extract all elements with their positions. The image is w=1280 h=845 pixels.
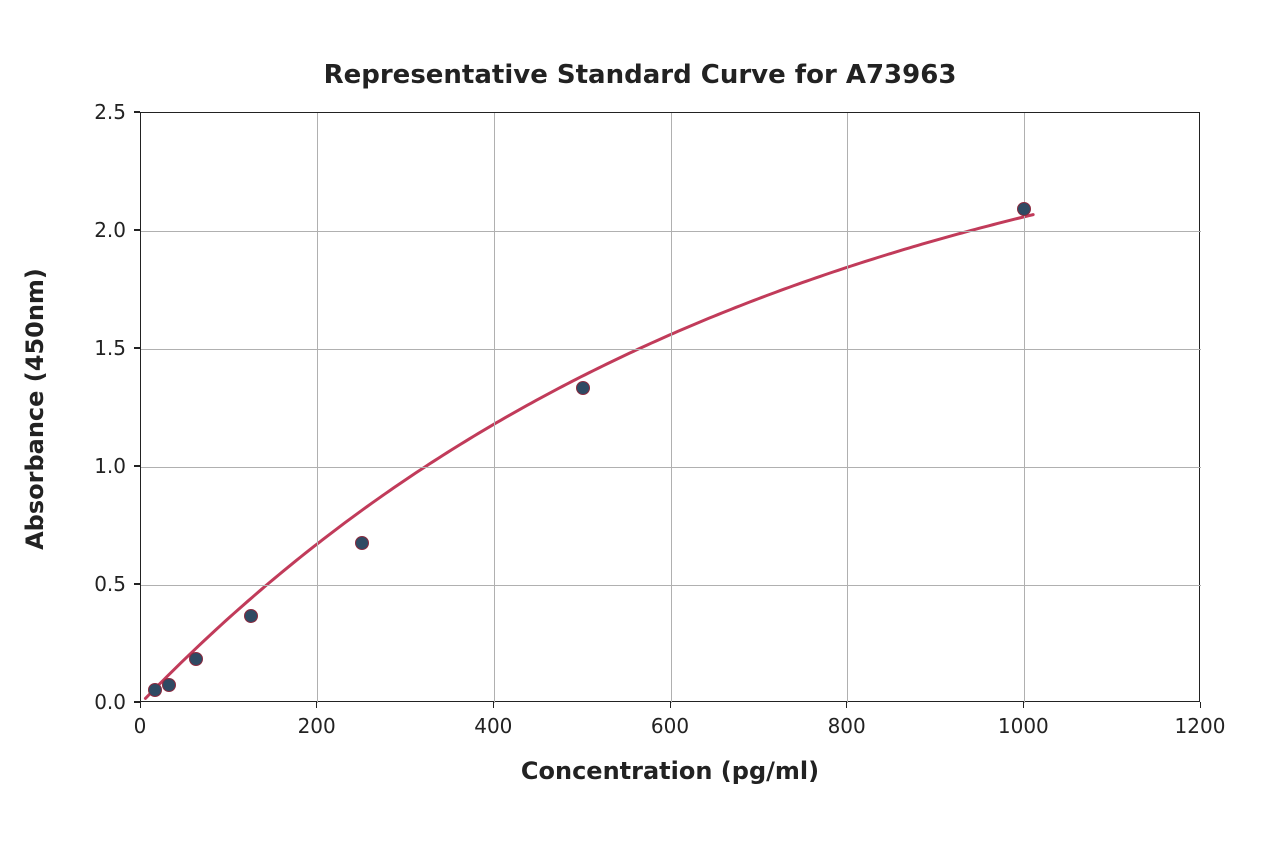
data-point-marker <box>189 652 203 666</box>
y-tick-label: 0.5 <box>66 572 126 596</box>
data-point-marker <box>1017 202 1031 216</box>
data-point-marker <box>244 609 258 623</box>
data-point-marker <box>576 381 590 395</box>
y-tick-label: 2.5 <box>66 100 126 124</box>
data-point-marker <box>355 536 369 550</box>
gridline-vertical <box>494 113 495 703</box>
x-tick-label: 400 <box>474 714 512 738</box>
x-tick <box>846 702 847 708</box>
x-tick <box>316 702 317 708</box>
plot-area <box>140 112 1200 702</box>
gridline-vertical <box>317 113 318 703</box>
chart-container: Representative Standard Curve for A73963… <box>0 0 1280 845</box>
y-tick-label: 2.0 <box>66 218 126 242</box>
y-axis-label: Absorbance (450nm) <box>21 259 49 559</box>
x-tick-label: 1000 <box>998 714 1049 738</box>
x-tick-label: 0 <box>134 714 147 738</box>
gridline-horizontal <box>141 467 1201 468</box>
data-point-marker <box>162 678 176 692</box>
x-tick <box>670 702 671 708</box>
x-tick-label: 800 <box>828 714 866 738</box>
x-tick-label: 200 <box>298 714 336 738</box>
y-tick <box>134 347 140 348</box>
x-tick <box>1200 702 1201 708</box>
gridline-horizontal <box>141 585 1201 586</box>
y-tick <box>134 583 140 584</box>
y-tick <box>134 111 140 112</box>
x-tick <box>493 702 494 708</box>
y-tick <box>134 229 140 230</box>
x-tick <box>140 702 141 708</box>
gridline-horizontal <box>141 349 1201 350</box>
x-tick-label: 1200 <box>1175 714 1226 738</box>
gridline-vertical <box>847 113 848 703</box>
y-tick-label: 1.5 <box>66 336 126 360</box>
chart-title: Representative Standard Curve for A73963 <box>0 60 1280 90</box>
y-tick-label: 1.0 <box>66 454 126 478</box>
gridline-horizontal <box>141 231 1201 232</box>
x-tick-label: 600 <box>651 714 689 738</box>
y-tick <box>134 701 140 702</box>
x-axis-label: Concentration (pg/ml) <box>470 757 870 785</box>
y-tick-label: 0.0 <box>66 690 126 714</box>
y-tick <box>134 465 140 466</box>
x-tick <box>1023 702 1024 708</box>
data-point-marker <box>148 683 162 697</box>
gridline-vertical <box>671 113 672 703</box>
fit-curve-path <box>145 215 1033 699</box>
